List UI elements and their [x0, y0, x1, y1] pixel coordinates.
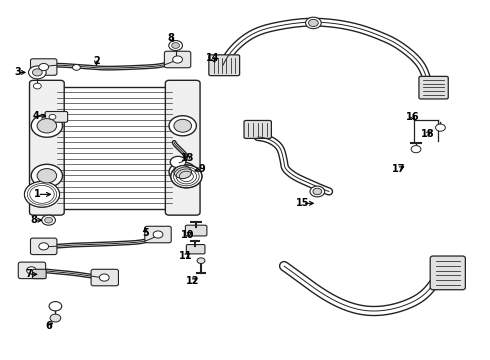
Text: 17: 17 — [392, 164, 406, 174]
Circle shape — [73, 64, 80, 70]
Text: 5: 5 — [142, 228, 148, 238]
Text: 8: 8 — [30, 215, 37, 225]
Circle shape — [42, 215, 55, 225]
Circle shape — [33, 83, 41, 89]
FancyBboxPatch shape — [419, 76, 448, 99]
FancyBboxPatch shape — [164, 51, 191, 68]
Circle shape — [49, 114, 56, 120]
Text: 9: 9 — [198, 163, 205, 174]
FancyBboxPatch shape — [91, 269, 119, 286]
Text: 18: 18 — [420, 129, 434, 139]
Circle shape — [45, 217, 52, 223]
Circle shape — [310, 186, 325, 197]
FancyBboxPatch shape — [209, 55, 240, 76]
Text: 1: 1 — [34, 189, 41, 199]
Circle shape — [28, 66, 46, 79]
Circle shape — [172, 42, 179, 48]
Circle shape — [172, 56, 182, 63]
Circle shape — [309, 19, 318, 27]
FancyBboxPatch shape — [30, 238, 57, 255]
FancyBboxPatch shape — [18, 262, 46, 279]
FancyBboxPatch shape — [185, 225, 207, 236]
Bar — [57, 87, 172, 209]
Circle shape — [37, 168, 57, 183]
Circle shape — [39, 243, 49, 250]
Text: 16: 16 — [406, 112, 419, 122]
FancyBboxPatch shape — [430, 256, 466, 290]
Text: 14: 14 — [205, 53, 219, 63]
Circle shape — [169, 41, 182, 50]
Circle shape — [49, 302, 62, 311]
Circle shape — [50, 314, 61, 322]
Circle shape — [32, 69, 42, 76]
Circle shape — [24, 181, 60, 207]
Circle shape — [39, 63, 49, 71]
Circle shape — [174, 166, 192, 179]
Text: 12: 12 — [186, 276, 199, 286]
Circle shape — [31, 164, 63, 187]
Circle shape — [169, 116, 196, 136]
Text: 13: 13 — [181, 153, 195, 163]
Circle shape — [37, 118, 57, 133]
Circle shape — [26, 267, 36, 274]
Circle shape — [169, 162, 196, 182]
FancyBboxPatch shape — [32, 269, 46, 279]
Circle shape — [171, 165, 202, 188]
Circle shape — [174, 119, 192, 132]
FancyBboxPatch shape — [45, 112, 68, 122]
Circle shape — [153, 231, 163, 238]
Text: 6: 6 — [45, 321, 52, 331]
Text: 15: 15 — [296, 198, 309, 208]
Text: 11: 11 — [179, 251, 192, 261]
Text: 8: 8 — [167, 33, 174, 43]
Text: 2: 2 — [93, 56, 100, 66]
FancyBboxPatch shape — [186, 244, 205, 254]
Circle shape — [31, 114, 63, 137]
Circle shape — [170, 156, 186, 168]
FancyBboxPatch shape — [244, 121, 271, 138]
FancyBboxPatch shape — [30, 59, 57, 75]
Circle shape — [411, 145, 421, 153]
FancyBboxPatch shape — [165, 80, 200, 215]
Circle shape — [306, 17, 321, 29]
Circle shape — [99, 274, 109, 281]
FancyBboxPatch shape — [145, 226, 171, 243]
Text: 10: 10 — [181, 230, 195, 239]
Circle shape — [313, 188, 322, 195]
Text: 7: 7 — [25, 269, 32, 279]
Text: 3: 3 — [14, 67, 21, 77]
Circle shape — [436, 124, 445, 131]
Circle shape — [197, 258, 205, 264]
FancyBboxPatch shape — [29, 80, 64, 215]
Text: 4: 4 — [32, 111, 39, 121]
